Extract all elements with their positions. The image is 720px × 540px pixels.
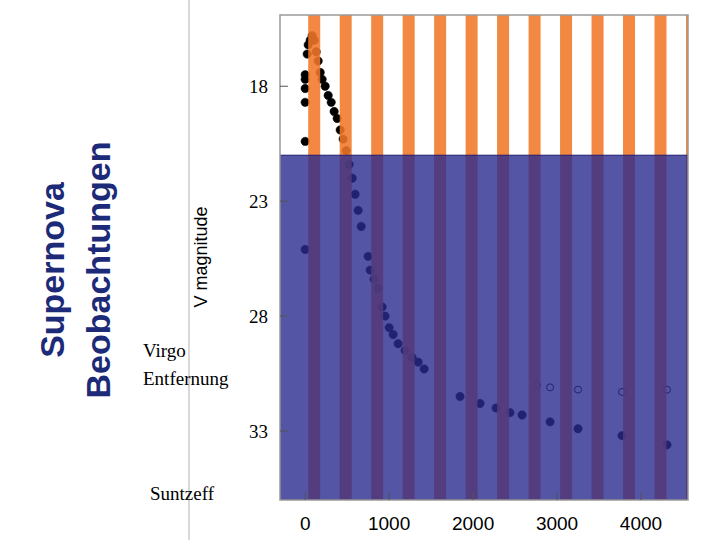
x-tick-label: 3000 <box>536 513 578 534</box>
y-tick <box>280 431 288 432</box>
plot-frame <box>280 15 688 500</box>
title: SupernovaBeobachtungen <box>33 142 117 399</box>
x-tick-label: 1000 <box>368 513 410 534</box>
y-tick-label: 18 <box>249 76 268 97</box>
title-line: Supernova <box>33 181 71 358</box>
annotation-line: Entfernung <box>143 368 229 389</box>
x-tick <box>640 492 641 500</box>
y-tick-label: 23 <box>249 191 268 212</box>
data-point <box>301 137 309 145</box>
limit-region <box>280 155 688 500</box>
data-point <box>301 84 309 92</box>
annotation: Virgo Entfernung <box>143 340 229 389</box>
y-axis-label: V magnitude <box>191 206 211 307</box>
data-point <box>327 98 335 106</box>
x-tick-label: 0 <box>300 513 311 534</box>
y-tick <box>280 201 288 202</box>
source: Suntzeff <box>150 483 215 504</box>
x-tick <box>389 492 390 500</box>
plot-background <box>280 15 688 500</box>
x-tick <box>305 492 306 500</box>
y-tick-label: 33 <box>249 421 268 442</box>
y-tick <box>280 86 288 87</box>
slide: SupernovaBeobachtungen V magnitude 18 23 28 3… <box>0 0 720 540</box>
x-tick <box>557 492 558 500</box>
data-point <box>321 82 329 90</box>
title-line: Beobachtungen <box>79 142 117 399</box>
x-tick <box>473 492 474 500</box>
x-tick-label: 2000 <box>452 513 494 534</box>
y-tick <box>280 316 288 317</box>
data-point <box>301 75 309 83</box>
plot-area <box>280 15 688 500</box>
x-tick-label: 4000 <box>620 513 662 534</box>
y-tick-label: 28 <box>249 306 268 327</box>
data-point <box>301 98 309 106</box>
panel-edge <box>188 0 190 540</box>
annotation-line: Virgo <box>143 340 186 361</box>
